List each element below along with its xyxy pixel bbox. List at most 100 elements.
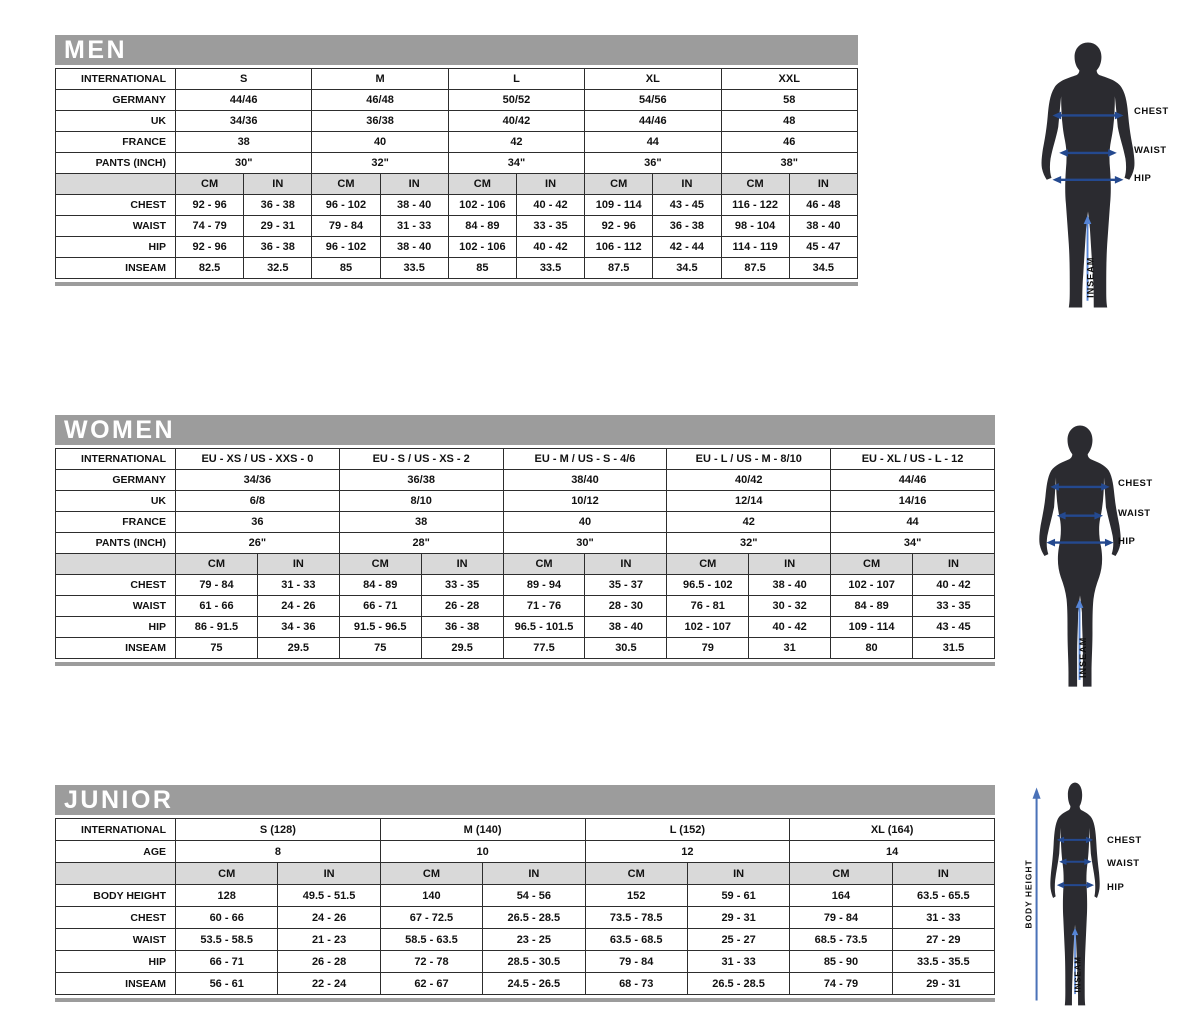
measure-row: WAIST 61 - 66 24 - 26 66 - 71 26 - 28 71 - 76… xyxy=(55,595,995,617)
male-silhouette xyxy=(1041,42,1135,308)
value-cell: 109 - 114 xyxy=(584,194,654,216)
row-label: INSEAM xyxy=(55,972,176,995)
value-cell: 30 - 32 xyxy=(748,595,832,617)
size-header-cell: EU - S / US - XS - 2 xyxy=(338,448,504,470)
size-header-row: PANTS (INCH) 26" 28" 30" 32" 34" xyxy=(55,532,995,554)
value-cell: 30.5 xyxy=(584,637,668,659)
row-label: GERMANY xyxy=(55,89,176,111)
value-cell: 79 - 84 xyxy=(311,215,381,237)
size-header-cell: 32" xyxy=(311,152,449,174)
size-header-cell: L (152) xyxy=(584,818,791,841)
value-cell: 77.5 xyxy=(502,637,586,659)
junior-figure-block: BODY HEIGHT INSEAM CHES xyxy=(1022,781,1182,1009)
value-cell: 25 - 27 xyxy=(686,928,791,951)
waist-label: WAIST xyxy=(1107,858,1140,869)
unit-cell: IN xyxy=(515,173,586,195)
size-header-cell: 38" xyxy=(720,152,858,174)
size-header-row: INTERNATIONAL S M L XL XXL xyxy=(55,68,858,90)
size-header-cell: 46/48 xyxy=(311,89,449,111)
row-label: FRANCE xyxy=(55,131,176,153)
size-header-cell: 54/56 xyxy=(584,89,722,111)
women-size-table: INTERNATIONAL EU - XS / US - XXS - 0 EU - … xyxy=(55,448,995,659)
hip-arrow xyxy=(1052,175,1124,184)
unit-cell: CM xyxy=(379,862,484,885)
value-cell: 74 - 79 xyxy=(174,215,245,237)
value-cell: 31 xyxy=(748,637,832,659)
row-label: WAIST xyxy=(55,928,176,951)
measure-row: INSEAM 75 29.5 75 29.5 77.5 30.5 79 31 80 31.5 xyxy=(55,637,995,659)
value-cell: 28.5 - 30.5 xyxy=(482,950,586,973)
size-header-cell: 40 xyxy=(502,511,668,533)
unit-cell: CM xyxy=(311,173,381,195)
value-cell: 43 - 45 xyxy=(912,616,995,638)
row-label: PANTS (INCH) xyxy=(55,152,176,174)
measure-row: HIP 66 - 71 26 - 28 72 - 78 28.5 - 30.5 79 - … xyxy=(55,950,996,973)
chest-label: CHEST xyxy=(1118,478,1153,489)
size-header-cell: M xyxy=(311,68,449,90)
value-cell: 38 - 40 xyxy=(379,236,449,258)
waist-label: WAIST xyxy=(1134,145,1167,156)
size-header-row: INTERNATIONAL S (128) M (140) L (152) XL (16… xyxy=(55,818,995,841)
value-cell: 75 xyxy=(175,637,258,659)
value-cell: 75 xyxy=(338,637,422,659)
size-header-cell: 44 xyxy=(584,131,722,153)
men-figure-block: INSEAM CHEST WAIST HIP xyxy=(1040,35,1182,317)
unit-cell: IN xyxy=(686,862,791,885)
size-header-cell: 36/38 xyxy=(338,469,504,491)
value-cell: 38 - 40 xyxy=(584,616,668,638)
row-label: WAIST xyxy=(55,215,176,237)
value-cell: 29.5 xyxy=(256,637,340,659)
row-label: CHEST xyxy=(55,194,176,216)
value-cell: 68 - 73 xyxy=(584,972,688,995)
inseam-arrow xyxy=(1083,215,1092,301)
inseam-arrow xyxy=(1071,927,1079,995)
value-cell: 59 - 61 xyxy=(686,884,791,907)
value-cell: 102 - 107 xyxy=(830,574,914,596)
chest-arrow xyxy=(1050,483,1110,491)
value-cell: 33.5 xyxy=(379,257,449,279)
value-cell: 98 - 104 xyxy=(720,215,790,237)
men-section: MEN INTERNATIONAL S M L XL XXL GERMANY 44/46 46/… xyxy=(55,35,859,286)
men-table-bottom-bar xyxy=(55,282,858,286)
value-cell: 38 - 40 xyxy=(748,574,832,596)
measure-row: CHEST 60 - 66 24 - 26 67 - 72.5 26.5 - 28.5 7… xyxy=(55,906,996,929)
size-header-cell: XL xyxy=(584,68,722,90)
value-cell: 26 - 28 xyxy=(277,950,381,973)
value-cell: 34 - 36 xyxy=(256,616,340,638)
value-cell: 28 - 30 xyxy=(584,595,668,617)
unit-cell: CM xyxy=(584,173,654,195)
row-label: INTERNATIONAL xyxy=(55,68,176,90)
value-cell: 38 - 40 xyxy=(379,194,449,216)
value-cell: 24 - 26 xyxy=(277,906,381,929)
value-cell: 33 - 35 xyxy=(420,574,504,596)
size-header-cell: 36 xyxy=(175,511,340,533)
value-cell: 114 - 119 xyxy=(720,236,790,258)
value-cell: 22 - 24 xyxy=(277,972,381,995)
hip-label: HIP xyxy=(1118,536,1136,547)
size-header-cell: 38 xyxy=(338,511,504,533)
measure-row: BODY HEIGHT 128 49.5 - 51.5 140 54 - 56 152 59… xyxy=(55,884,996,907)
row-label: AGE xyxy=(55,840,176,863)
row-label xyxy=(55,173,176,195)
unit-row: CM IN CM IN CM IN CM IN CM IN xyxy=(55,553,995,575)
value-cell: 29 - 31 xyxy=(243,215,313,237)
inseam-label: INSEAM xyxy=(1086,257,1096,298)
size-header-cell: 50/52 xyxy=(447,89,586,111)
value-cell: 29 - 31 xyxy=(891,972,996,995)
value-cell: 40 - 42 xyxy=(515,194,586,216)
men-title-bar: MEN xyxy=(55,35,858,65)
hip-arrow xyxy=(1056,881,1095,889)
value-cell: 84 - 89 xyxy=(338,574,422,596)
row-label: HIP xyxy=(55,236,176,258)
women-section: WOMEN INTERNATIONAL EU - XS / US - XXS - … xyxy=(55,415,995,666)
section-title-junior: JUNIOR xyxy=(64,786,174,814)
value-cell: 71 - 76 xyxy=(502,595,586,617)
size-header-row: UK 34/36 36/38 40/42 44/46 48 xyxy=(55,110,858,132)
size-header-cell: EU - XS / US - XXS - 0 xyxy=(175,448,340,470)
unit-cell: CM xyxy=(174,862,279,885)
unit-cell: IN xyxy=(788,173,859,195)
value-cell: 40 - 42 xyxy=(912,574,995,596)
value-cell: 92 - 96 xyxy=(174,236,245,258)
unit-cell: IN xyxy=(748,553,832,575)
value-cell: 60 - 66 xyxy=(174,906,279,929)
